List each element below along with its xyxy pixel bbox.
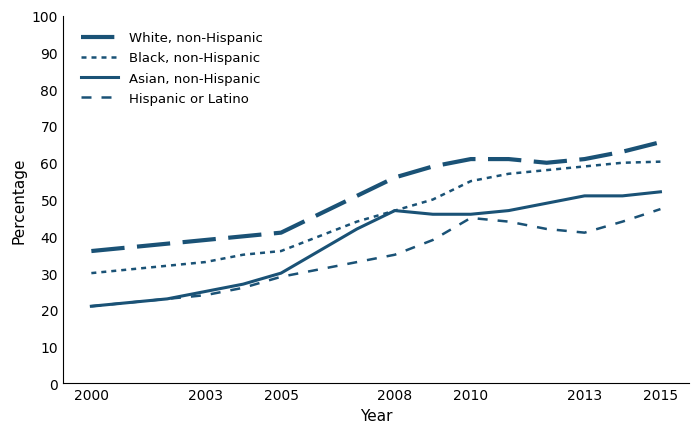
Asian, non-Hispanic <box>239 282 247 287</box>
White, non-Hispanic <box>276 230 285 236</box>
Legend: White, non-Hispanic, Black, non-Hispanic, Asian, non-Hispanic, Hispanic or Latin: White, non-Hispanic, Black, non-Hispanic… <box>76 27 267 111</box>
Line: Black, non-Hispanic: Black, non-Hispanic <box>92 162 660 273</box>
Asian, non-Hispanic <box>88 304 96 309</box>
Asian, non-Hispanic <box>391 208 399 214</box>
Hispanic or Latino <box>542 227 551 232</box>
Asian, non-Hispanic <box>656 190 664 195</box>
Hispanic or Latino <box>276 275 285 280</box>
Hispanic or Latino <box>239 286 247 291</box>
White, non-Hispanic <box>201 238 209 243</box>
White, non-Hispanic <box>315 212 323 217</box>
Asian, non-Hispanic <box>276 271 285 276</box>
Asian, non-Hispanic <box>125 300 134 306</box>
Hispanic or Latino <box>391 253 399 258</box>
Hispanic or Latino <box>125 300 134 306</box>
Black, non-Hispanic <box>656 160 664 165</box>
Black, non-Hispanic <box>88 271 96 276</box>
White, non-Hispanic <box>391 175 399 181</box>
Line: White, non-Hispanic: White, non-Hispanic <box>92 143 660 251</box>
Black, non-Hispanic <box>125 267 134 273</box>
Black, non-Hispanic <box>542 168 551 173</box>
White, non-Hispanic <box>656 140 664 145</box>
Black, non-Hispanic <box>428 197 437 203</box>
White, non-Hispanic <box>428 164 437 170</box>
Hispanic or Latino <box>466 216 475 221</box>
Black, non-Hispanic <box>315 234 323 240</box>
Black, non-Hispanic <box>505 172 513 177</box>
Asian, non-Hispanic <box>505 208 513 214</box>
White, non-Hispanic <box>542 161 551 166</box>
Hispanic or Latino <box>88 304 96 309</box>
Asian, non-Hispanic <box>201 289 209 294</box>
X-axis label: Year: Year <box>360 408 392 423</box>
Asian, non-Hispanic <box>428 212 437 217</box>
White, non-Hispanic <box>125 245 134 250</box>
Asian, non-Hispanic <box>315 249 323 254</box>
Black, non-Hispanic <box>163 263 172 269</box>
Hispanic or Latino <box>315 267 323 273</box>
White, non-Hispanic <box>88 249 96 254</box>
Hispanic or Latino <box>201 293 209 298</box>
Asian, non-Hispanic <box>353 227 361 232</box>
Asian, non-Hispanic <box>542 201 551 206</box>
Hispanic or Latino <box>618 220 626 225</box>
White, non-Hispanic <box>239 234 247 240</box>
Black, non-Hispanic <box>618 161 626 166</box>
Y-axis label: Percentage: Percentage <box>11 157 26 243</box>
Black, non-Hispanic <box>580 164 589 170</box>
Black, non-Hispanic <box>201 260 209 265</box>
White, non-Hispanic <box>353 194 361 199</box>
Black, non-Hispanic <box>239 253 247 258</box>
White, non-Hispanic <box>580 157 589 162</box>
Asian, non-Hispanic <box>163 296 172 302</box>
White, non-Hispanic <box>466 157 475 162</box>
Asian, non-Hispanic <box>618 194 626 199</box>
Black, non-Hispanic <box>353 220 361 225</box>
Hispanic or Latino <box>353 260 361 265</box>
White, non-Hispanic <box>505 157 513 162</box>
Hispanic or Latino <box>656 207 664 212</box>
Hispanic or Latino <box>580 230 589 236</box>
Line: Asian, non-Hispanic: Asian, non-Hispanic <box>92 192 660 306</box>
Asian, non-Hispanic <box>466 212 475 217</box>
Hispanic or Latino <box>428 238 437 243</box>
Hispanic or Latino <box>163 296 172 302</box>
Black, non-Hispanic <box>391 208 399 214</box>
Black, non-Hispanic <box>466 179 475 184</box>
Black, non-Hispanic <box>276 249 285 254</box>
White, non-Hispanic <box>163 241 172 247</box>
White, non-Hispanic <box>618 150 626 155</box>
Asian, non-Hispanic <box>580 194 589 199</box>
Line: Hispanic or Latino: Hispanic or Latino <box>92 210 660 306</box>
Hispanic or Latino <box>505 220 513 225</box>
